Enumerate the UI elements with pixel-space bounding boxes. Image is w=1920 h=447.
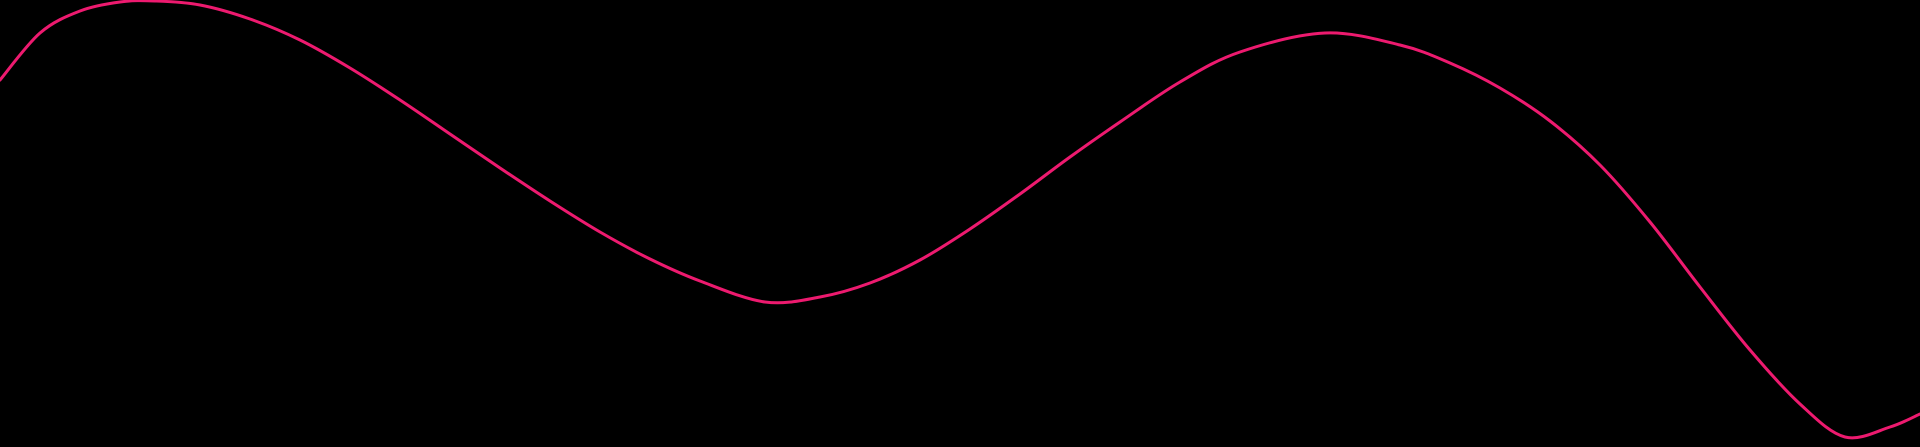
wave-curve-line <box>0 1 1920 438</box>
series-group <box>0 1 1920 438</box>
